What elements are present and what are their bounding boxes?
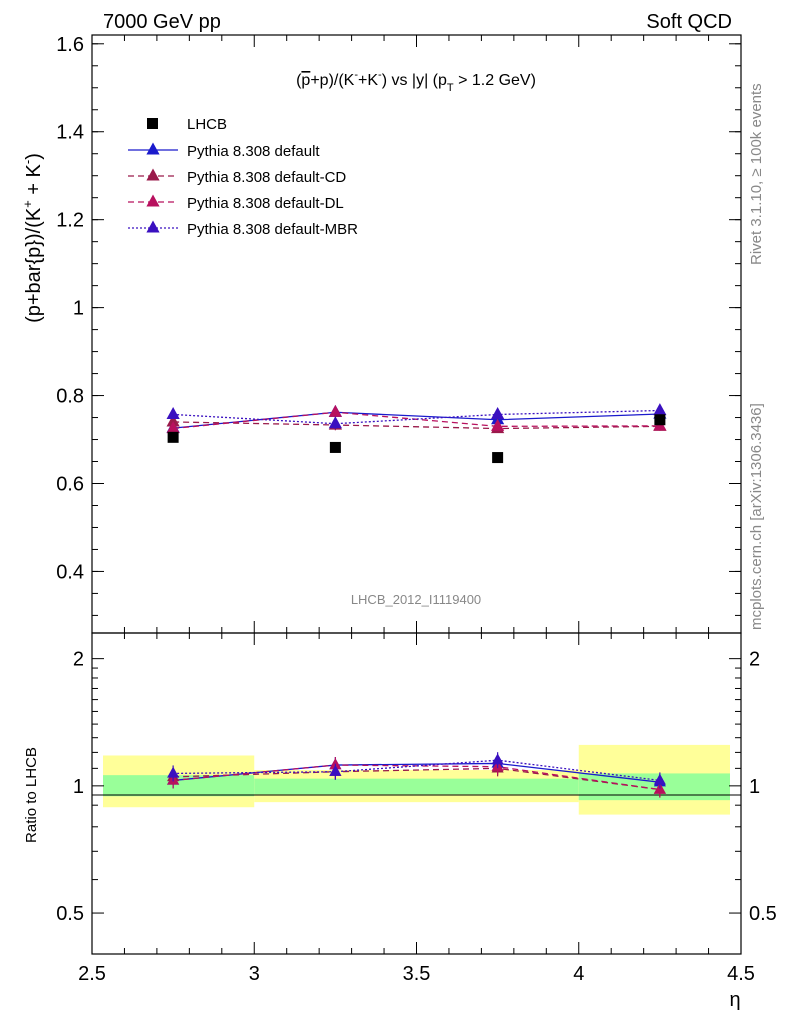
ratio-ytick-label: 0.5 — [56, 903, 84, 925]
legend-series: Pythia 8.308 default Pythia 8.308 default… — [128, 142, 358, 238]
mcplots-label: mcplots.cern.ch [arXiv:1306.3436] — [748, 403, 765, 630]
legend-label-dl: Pythia 8.308 default-DL — [187, 195, 344, 212]
header-right: Soft QCD — [646, 11, 732, 33]
ratio-xtick-label: 4.5 — [727, 963, 755, 985]
main-x-ticks — [91, 35, 742, 633]
ratio-panel: 0.5 0.5 1 1 2 2 2.5 3 3.5 4 4.5 Ratio to LHCB η — [23, 632, 777, 1011]
point-dl — [166, 421, 180, 434]
ratio-line-mbr — [173, 759, 660, 782]
ylabel-a: (p+bar{p})/(K — [23, 207, 45, 323]
ratio-point-mbr — [491, 753, 504, 765]
legend-label-cd: Pythia 8.308 default-CD — [187, 169, 346, 186]
ylabel-b: + K — [23, 163, 45, 200]
legend-marker-default — [146, 142, 160, 155]
ratio-uncertainty-bands — [103, 744, 730, 815]
ratio-ylabel: Ratio to LHCB — [23, 747, 40, 843]
band-inner — [578, 773, 730, 801]
title-a: ( — [296, 72, 302, 89]
x-axis-label: η — [729, 989, 740, 1011]
title-e: > 1.2 GeV) — [454, 72, 536, 89]
main-points — [166, 403, 667, 464]
point-mbr — [328, 416, 342, 429]
series-line-dl — [173, 411, 660, 430]
data-point-lhcb — [329, 441, 341, 453]
main-ytick-label: 1.6 — [56, 34, 84, 56]
ratio-ytick-label-right: 0.5 — [749, 903, 777, 925]
point-dl — [328, 404, 342, 417]
header-left: 7000 GeV pp — [103, 11, 221, 33]
main-ytick-label: 0.4 — [56, 561, 84, 583]
legend-marker-dl — [146, 194, 160, 207]
band-inner — [103, 775, 255, 797]
ratio-x-axis: 2.5 3 3.5 4 4.5 — [78, 633, 755, 985]
main-ytick-label: 1.4 — [56, 122, 84, 144]
point-dl — [491, 418, 505, 431]
title-d: ) vs |y| (p — [382, 72, 447, 89]
legend-marker-mbr — [146, 220, 160, 233]
main-title: (p+p)/(K-+K-) vs |y| (pT > 1.2 GeV) — [296, 69, 536, 94]
ratio-points — [167, 752, 666, 798]
title-sup1: - — [354, 69, 358, 81]
analysis-watermark: LHCB_2012_I1119400 — [351, 592, 481, 607]
data-point-lhcb — [167, 431, 179, 443]
ratio-y-axis: 0.5 0.5 1 1 2 2 — [56, 649, 777, 925]
ratio-xtick-label: 3 — [249, 963, 260, 985]
title-sub: T — [447, 82, 454, 94]
rivet-label: Rivet 3.1.10, ≥ 100k events — [748, 83, 765, 265]
point-mbr — [166, 407, 180, 420]
band-inner — [254, 778, 579, 795]
legend-label-mbr: Pythia 8.308 default-MBR — [187, 221, 358, 238]
ratio-point-mbr — [653, 773, 666, 785]
ratio-xtick-label: 3.5 — [403, 963, 431, 985]
main-series-lines — [173, 409, 660, 430]
ylabel-sup2: - — [20, 160, 35, 164]
data-point-lhcb — [492, 452, 504, 464]
point-cd — [166, 414, 180, 427]
point-mbr — [491, 407, 505, 420]
legend-marker-data — [147, 118, 158, 129]
legend-label-data: LHCB — [187, 116, 227, 133]
main-ylabel: (p+bar{p})/(K+ + K-) — [20, 153, 45, 323]
title-sup2: - — [378, 69, 382, 81]
title-b: +p)/(K — [310, 72, 354, 89]
series-line-mbr — [173, 409, 660, 425]
ratio-ytick-label-right: 2 — [749, 649, 760, 671]
main-ytick-label: 1 — [73, 298, 84, 320]
ylabel-sup1: + — [20, 200, 35, 208]
title-pbar: p — [301, 72, 310, 89]
ratio-ytick-label-right: 1 — [749, 776, 760, 798]
ratio-ytick-label: 2 — [73, 649, 84, 671]
main-ytick-label: 1.2 — [56, 210, 84, 232]
main-y-axis: 0.4 0.6 0.8 1 1.2 1.4 1.6 — [56, 34, 741, 616]
series-line-cd — [173, 421, 660, 430]
ratio-xtick-label: 4 — [573, 963, 584, 985]
main-ytick-label: 0.6 — [56, 474, 84, 496]
main-ytick-label: 0.8 — [56, 386, 84, 408]
legend-marker-cd — [146, 168, 160, 181]
point-mbr — [653, 403, 667, 416]
title-c: +K — [358, 72, 378, 89]
ratio-series-lines — [173, 759, 660, 791]
ratio-point-mbr — [329, 764, 342, 776]
data-point-lhcb — [654, 414, 666, 426]
ratio-point-mbr — [167, 766, 180, 778]
ratio-line-cd — [173, 767, 660, 791]
ratio-xtick-label: 2.5 — [78, 963, 106, 985]
main-panel: 0.40.60.811.21.41.6 (p+p)/(K-+K-) vs |y|… — [20, 34, 742, 634]
legend-label-default: Pythia 8.308 default — [187, 143, 320, 160]
ylabel-c: ) — [23, 153, 45, 160]
ratio-ytick-label: 1 — [73, 776, 84, 798]
